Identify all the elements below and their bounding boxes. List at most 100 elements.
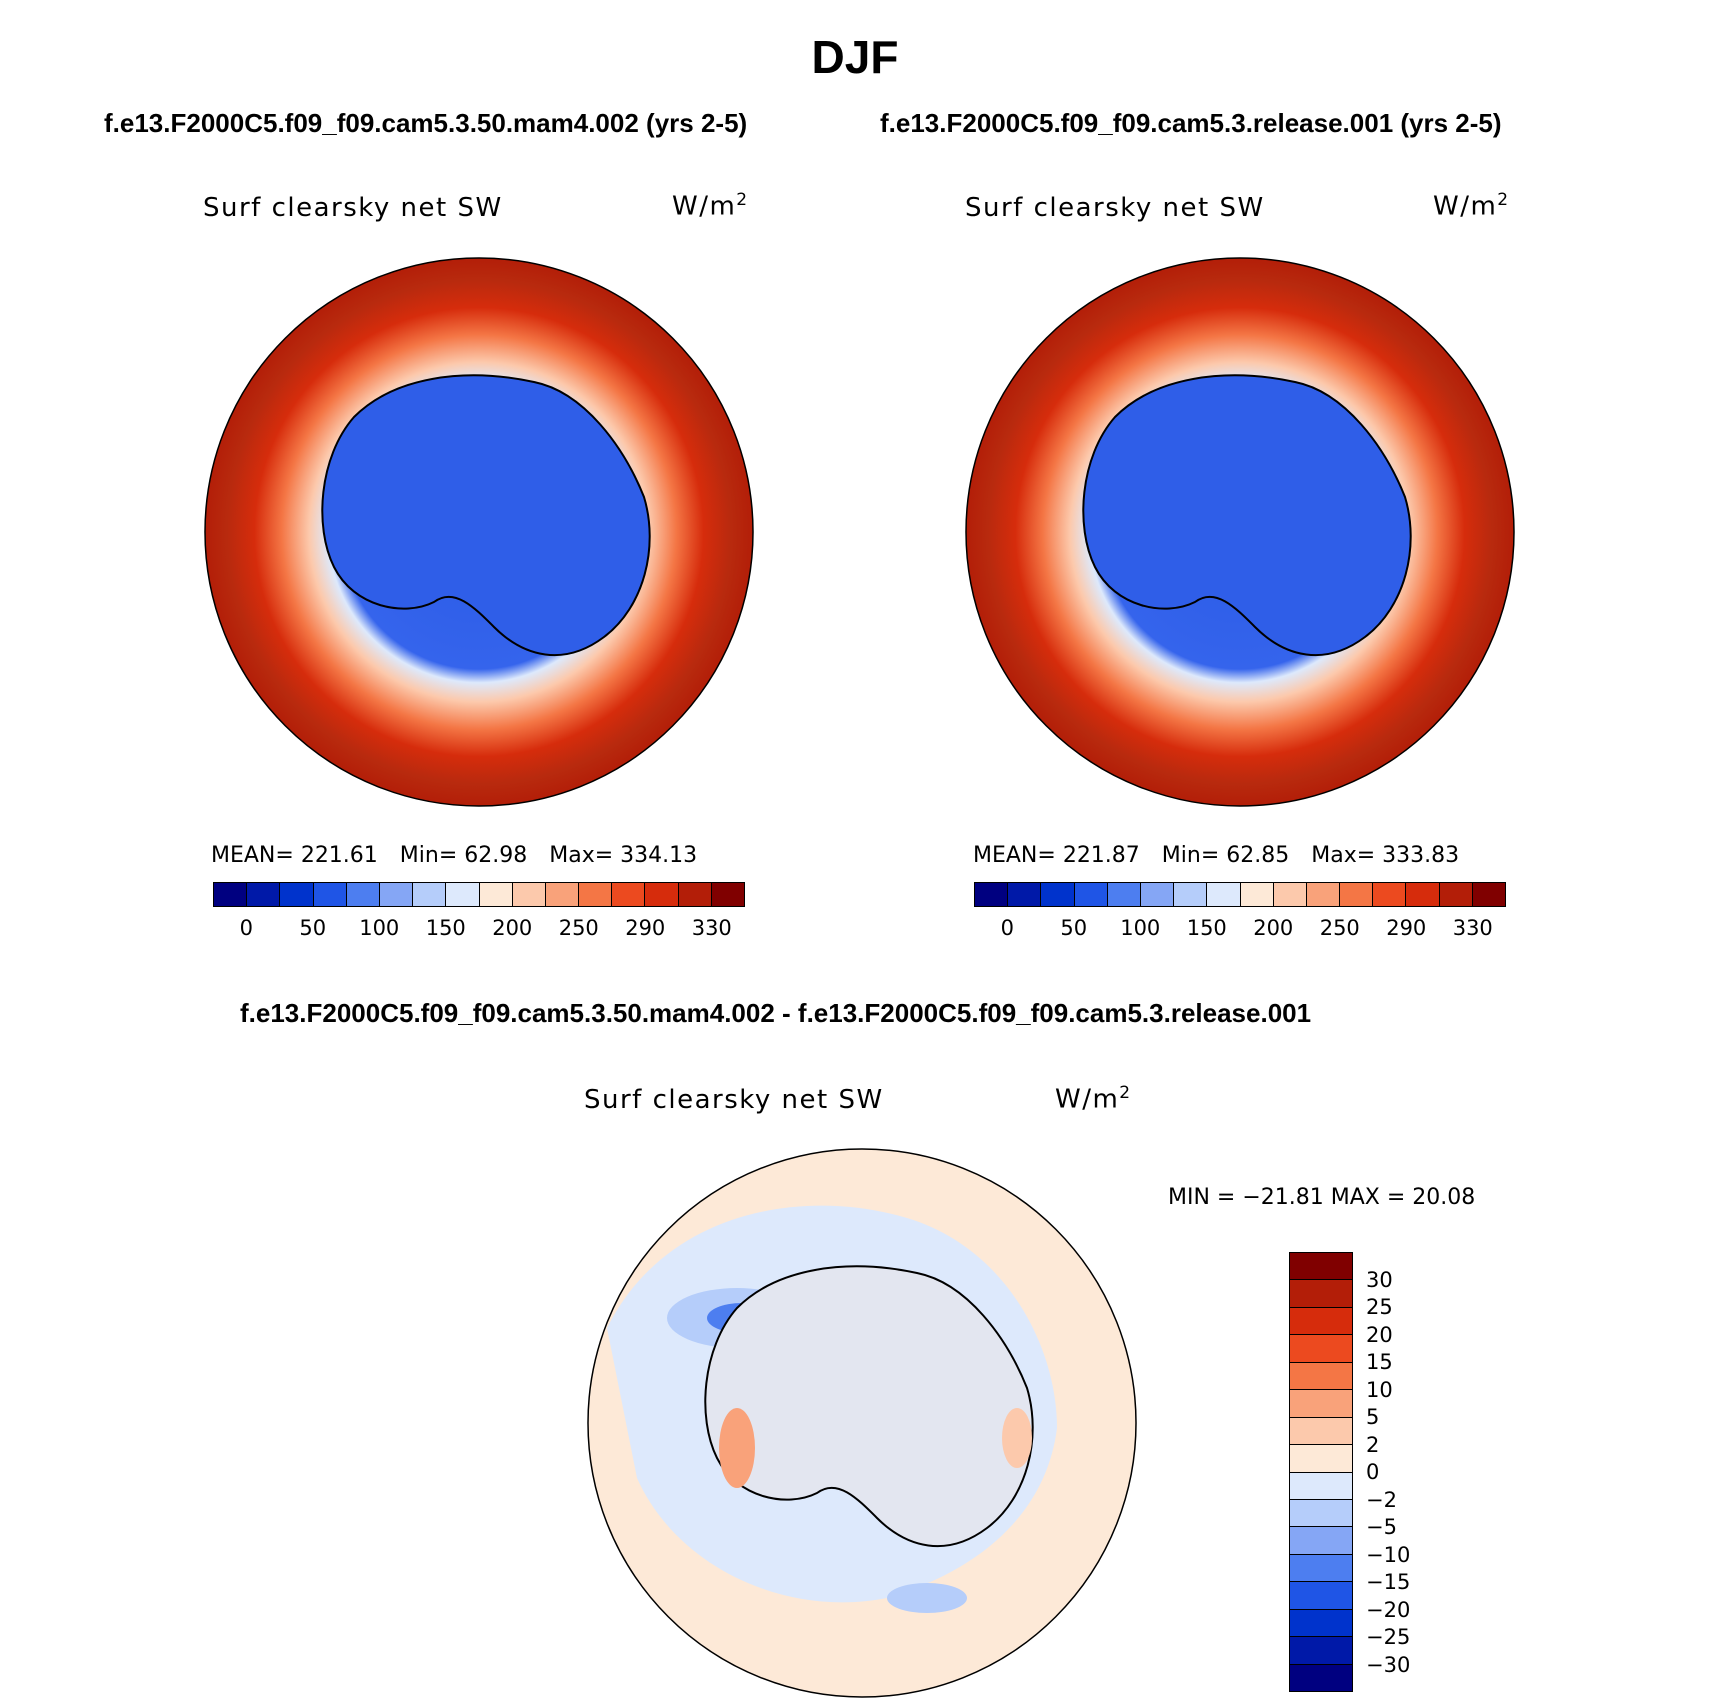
diff-tick-label: −30 [1366, 1652, 1411, 1677]
panel-a-colorbar-swatch [247, 883, 281, 906]
panel-b-colorbar-swatch [1008, 883, 1042, 906]
panel-a-colorbar-swatch [346, 883, 380, 906]
diff-tick-label: 25 [1366, 1295, 1393, 1319]
diff-tick-label: −15 [1366, 1570, 1411, 1594]
diff-tick-label: −5 [1366, 1515, 1397, 1539]
panel-b-tick-label: 330 [1452, 916, 1493, 940]
panel-b-tick-label: 200 [1253, 916, 1294, 940]
diff-colorbar-swatch [1290, 1609, 1352, 1638]
diff-colorbar-swatch [1290, 1472, 1352, 1500]
panel-a-colorbar [213, 882, 745, 907]
diff-colorbar-swatch [1290, 1637, 1352, 1665]
panel-a-colorbar-swatch [711, 883, 744, 906]
diff-colorbar-swatch [1290, 1445, 1352, 1473]
panel-b-colorbar-swatch [1107, 883, 1141, 906]
diff-tick-label: 15 [1366, 1350, 1393, 1374]
panel-b-polar-map [965, 257, 1515, 807]
panel-a-colorbar-swatch [280, 883, 314, 906]
panel-a-colorbar-swatch [413, 883, 447, 906]
panel-b-colorbar-swatch [1074, 883, 1108, 906]
panel-b-colorbar-swatch [1306, 883, 1341, 906]
case-b-title: f.e13.F2000C5.f09_f09.cam5.3.release.001… [880, 108, 1502, 138]
diff-colorbar-swatch [1290, 1527, 1352, 1555]
diff-colorbar [1289, 1252, 1353, 1692]
diff-tick-label: 0 [1366, 1460, 1380, 1484]
diff-colorbar-swatch [1290, 1499, 1352, 1528]
panel-b-colorbar-swatch [1140, 883, 1175, 906]
panel-b-variable: Surf clearsky net SW [965, 193, 1265, 223]
diff-tick-label: 2 [1366, 1432, 1380, 1457]
panel-b-colorbar-swatch [1041, 883, 1075, 906]
panel-a-variable: Surf clearsky net SW [203, 193, 503, 223]
panel-b-tick-label: 290 [1386, 916, 1427, 940]
season-title: DJF [811, 31, 899, 83]
panel-b-colorbar-swatch [1240, 883, 1274, 906]
panel-a-tick-label: 330 [691, 916, 732, 940]
panel-a-colorbar-swatch [545, 883, 580, 906]
panel-a-tick-label: 100 [359, 916, 400, 940]
panel-a-tick-label: 0 [239, 916, 253, 940]
panel-b-colorbar-swatch [1406, 883, 1440, 906]
panel-b-colorbar-swatch [1373, 883, 1407, 906]
panel-b-colorbar-swatch [1340, 883, 1374, 906]
panel-a-units: W/m2 [672, 190, 749, 222]
diff-colorbar-swatch [1290, 1253, 1352, 1281]
diff-tick-label: 20 [1366, 1322, 1393, 1347]
diff-units: W/m2 [1055, 1083, 1132, 1115]
diff-title: f.e13.F2000C5.f09_f09.cam5.3.50.mam4.002… [240, 998, 1312, 1028]
panel-b-colorbar-swatch [1207, 883, 1241, 906]
panel-a-stats: MEAN= 221.61 Min= 62.98 Max= 334.13 [211, 843, 698, 868]
diff-colorbar-swatch [1290, 1390, 1352, 1418]
panel-a-colorbar-swatch [214, 883, 248, 906]
panel-a-colorbar-swatch [379, 883, 414, 906]
diff-colorbar-swatch [1290, 1307, 1352, 1336]
panel-b-tick-label: 150 [1186, 916, 1227, 940]
panel-b-tick-label: 0 [1000, 916, 1014, 940]
panel-a-tick-label: 150 [425, 916, 466, 940]
panel-b-colorbar-swatch [975, 883, 1009, 906]
panel-b-stats: MEAN= 221.87 Min= 62.85 Max= 333.83 [973, 843, 1460, 868]
diff-colorbar-swatch [1290, 1554, 1352, 1583]
panel-b-colorbar-swatch [1472, 883, 1505, 906]
panel-b-tick-label: 100 [1120, 916, 1161, 940]
diff-tick-label: −10 [1366, 1542, 1411, 1567]
panel-b-tick-label: 250 [1319, 916, 1360, 940]
panel-a-colorbar-swatch [678, 883, 712, 906]
panel-a-tick-label: 290 [625, 916, 666, 940]
panel-b-colorbar-swatch [1439, 883, 1473, 906]
panel-a-colorbar-swatch [645, 883, 679, 906]
panel-a-colorbar-swatch [313, 883, 347, 906]
panel-a-polar-map [204, 257, 754, 807]
panel-b-colorbar [974, 882, 1506, 907]
panel-a-tick-label: 200 [492, 916, 533, 940]
diff-variable: Surf clearsky net SW [584, 1085, 884, 1115]
case-a-title: f.e13.F2000C5.f09_f09.cam5.3.50.mam4.002… [104, 108, 748, 138]
diff-minmax: MIN = −21.81 MAX = 20.08 [1168, 1185, 1476, 1210]
panel-b-tick-label: 50 [1060, 916, 1088, 940]
diff-colorbar-swatch [1290, 1664, 1352, 1691]
diff-colorbar-swatch [1290, 1582, 1352, 1610]
panel-b-units: W/m2 [1433, 190, 1510, 222]
panel-b-colorbar-swatch [1174, 883, 1208, 906]
panel-a-colorbar-swatch [612, 883, 646, 906]
panel-b-colorbar-ticks: 0 50 100 150 200 250 290 330 [974, 916, 1506, 946]
diff-colorbar-swatch [1290, 1335, 1352, 1363]
diff-tick-label: 30 [1366, 1267, 1393, 1292]
panel-a-tick-label: 50 [299, 916, 327, 940]
diff-polar-map [587, 1148, 1137, 1698]
diff-tick-label: −2 [1366, 1487, 1397, 1512]
diff-colorbar-ticks: 30 25 20 15 10 5 2 0 −2 −5 −10 −15 −20 −25 −30 [1366, 1252, 1486, 1692]
panel-a-tick-label: 250 [558, 916, 599, 940]
diff-colorbar-swatch [1290, 1280, 1352, 1308]
diff-tick-label: 10 [1366, 1377, 1393, 1402]
diff-tick-label: −25 [1366, 1625, 1411, 1649]
diff-tick-label: −20 [1366, 1597, 1411, 1622]
diff-colorbar-swatch [1290, 1417, 1352, 1446]
panel-a-colorbar-swatch [479, 883, 513, 906]
panel-a-colorbar-swatch [512, 883, 546, 906]
panel-a-colorbar-ticks: 0 50 100 150 200 250 290 330 [213, 916, 745, 946]
diff-tick-label: 5 [1366, 1405, 1380, 1429]
panel-a-colorbar-swatch [579, 883, 613, 906]
panel-a-colorbar-swatch [446, 883, 480, 906]
panel-b-colorbar-swatch [1273, 883, 1307, 906]
